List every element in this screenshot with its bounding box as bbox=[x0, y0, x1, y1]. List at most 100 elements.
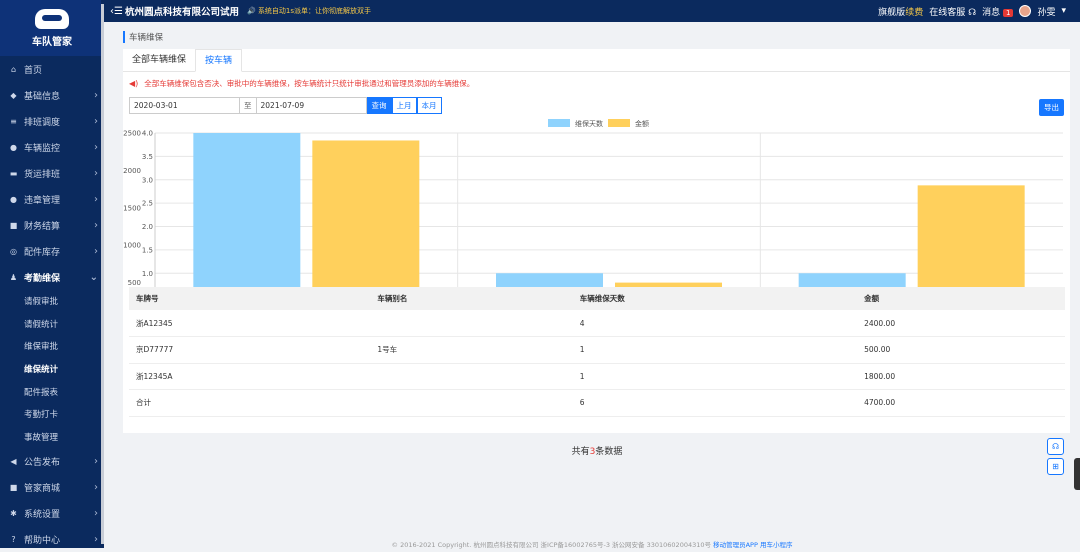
avatar[interactable] bbox=[1019, 5, 1032, 17]
sidebar-item[interactable]: ? 帮助中心 › bbox=[0, 526, 104, 552]
sidebar-item-label: 基础信息 bbox=[24, 91, 61, 102]
date-filter: 至 查询 上月 本月 bbox=[129, 97, 1070, 114]
bar-amount bbox=[917, 185, 1025, 288]
chevron-right-icon: › bbox=[94, 533, 98, 545]
sidebar-subitem[interactable]: 配件报表 bbox=[24, 387, 59, 398]
to-label: 至 bbox=[240, 97, 256, 114]
record-count: 共有3条数据 bbox=[0, 444, 1080, 457]
user-name[interactable]: 孙雯 bbox=[1037, 7, 1056, 18]
messages-button[interactable]: 消息 1 bbox=[982, 5, 1014, 18]
headset-float-icon[interactable]: ☊ bbox=[1047, 438, 1064, 455]
cart-icon: ■ bbox=[9, 482, 18, 492]
column-header[interactable]: 金额 bbox=[857, 287, 1065, 310]
settings-icon: ✱ bbox=[10, 508, 17, 518]
sidebar-item[interactable]: ● 违章管理 › bbox=[0, 186, 104, 212]
left-axis-tick-label: 1000 bbox=[123, 242, 141, 250]
sidebar-subitem[interactable]: 维保统计 bbox=[24, 365, 59, 376]
sidebar-item[interactable]: ⌂ 首页 bbox=[0, 56, 104, 82]
breadcrumb: 车辆维保 bbox=[123, 31, 163, 43]
column-header[interactable]: 车辆维保天数 bbox=[572, 287, 858, 310]
sidebar-item-label: 车辆监控 bbox=[24, 143, 61, 154]
table-cell: 1 bbox=[572, 336, 858, 364]
sidebar-item[interactable]: ✱ 系统设置 › bbox=[0, 500, 104, 526]
column-header[interactable]: 车牌号 bbox=[129, 287, 371, 310]
right-axis-tick-label: 3.0 bbox=[142, 176, 153, 184]
warning-icon: ● bbox=[10, 194, 17, 204]
sidebar-subitem[interactable]: 请假统计 bbox=[24, 319, 59, 330]
online-service-button[interactable]: 在线客服 ☊ bbox=[929, 5, 976, 18]
gear-icon: ◎ bbox=[10, 246, 17, 256]
legend-label: 金额 bbox=[635, 119, 649, 128]
left-axis-tick-label: 2000 bbox=[123, 167, 141, 175]
bar-amount bbox=[615, 282, 722, 288]
sidebar-item[interactable]: ◎ 配件库存 › bbox=[0, 238, 104, 264]
content-card: 全部车辆维保 按车辆 ◀) 全部车辆维保包含否决、审批中的车辆维保，按车辆统计只… bbox=[123, 49, 1070, 433]
side-handle[interactable] bbox=[1074, 458, 1080, 490]
legend-swatch bbox=[548, 119, 570, 127]
legend-label: 维保天数 bbox=[575, 119, 603, 128]
table-cell: 500.00 bbox=[857, 336, 1065, 364]
sidebar-item[interactable]: ≡ 排班调度 › bbox=[0, 108, 104, 134]
tab-by-vehicle[interactable]: 按车辆 bbox=[195, 49, 243, 72]
table-cell: 4 bbox=[572, 310, 858, 337]
renew-link[interactable]: 续费 bbox=[905, 7, 924, 18]
left-axis-tick-label: 2500 bbox=[123, 130, 141, 138]
table-row: 合计 6 4700.00 bbox=[129, 389, 1065, 417]
company-name: 杭州圆点科技有限公司试用 bbox=[124, 7, 239, 18]
notice-text: 🔊 系统自动1s派单：让你彻底解放双手 bbox=[246, 7, 372, 15]
mini-program-link[interactable]: 用车小程序 bbox=[759, 541, 793, 549]
start-date-input[interactable] bbox=[129, 97, 240, 114]
this-month-button[interactable]: 本月 bbox=[416, 97, 442, 114]
sidebar-subitem[interactable]: 考勤打卡 bbox=[24, 410, 59, 421]
app-logo[interactable]: 车队管家 bbox=[0, 0, 104, 56]
sidebar-item[interactable]: ▬ 货运排班 › bbox=[0, 160, 104, 186]
table-cell: 合计 bbox=[129, 389, 371, 417]
record-count-number: 3 bbox=[589, 447, 596, 457]
sidebar-item-label: 排班调度 bbox=[24, 117, 61, 128]
wallet-icon: ■ bbox=[9, 220, 18, 230]
sidebar-subitem[interactable]: 维保审批 bbox=[24, 342, 59, 353]
sidebar-item-label: 首页 bbox=[24, 65, 43, 76]
messages-label: 消息 bbox=[982, 7, 1001, 18]
sidebar-item[interactable]: ■ 管家商城 › bbox=[0, 474, 104, 500]
back-menu-icon[interactable]: ‹☰ bbox=[110, 5, 123, 17]
sidebar-item-label: 货运排班 bbox=[24, 169, 61, 180]
sidebar: 车队管家 ⌂ 首页 ◆ 基础信息 › ≡ 排班调度 › ● 车辆监控 › ▬ 货运排班 › ● 违章管理 › ■ 财… bbox=[0, 0, 104, 548]
export-button[interactable]: 导出 bbox=[1039, 99, 1064, 116]
sidebar-item[interactable]: ♟ 考勤维保 ⌄ bbox=[0, 264, 104, 290]
chevron-right-icon: › bbox=[94, 193, 98, 205]
sidebar-item-label: 公告发布 bbox=[24, 457, 61, 468]
app-name: 车队管家 bbox=[32, 36, 72, 48]
sidebar-subitem[interactable]: 事故管理 bbox=[24, 432, 59, 443]
table-cell: 4700.00 bbox=[857, 389, 1065, 417]
tab-all-maintenance[interactable]: 全部车辆维保 bbox=[132, 55, 187, 65]
chevron-right-icon: › bbox=[94, 481, 98, 493]
sidebar-item[interactable]: ◆ 基础信息 › bbox=[0, 82, 104, 108]
sidebar-subitem[interactable]: 请假审批 bbox=[24, 297, 59, 308]
scrollbar-thumb[interactable] bbox=[101, 4, 104, 544]
table-cell bbox=[370, 363, 573, 390]
end-date-input[interactable] bbox=[255, 97, 367, 114]
sidebar-item-label: 违章管理 bbox=[24, 195, 61, 206]
table-cell: 1号车 bbox=[370, 336, 573, 364]
sidebar-scrollbar[interactable] bbox=[101, 0, 104, 548]
table-cell: 1 bbox=[572, 363, 858, 390]
last-month-button[interactable]: 上月 bbox=[391, 97, 417, 114]
sidebar-item[interactable]: ● 车辆监控 › bbox=[0, 134, 104, 160]
qrcode-float-icon[interactable]: ⊞ bbox=[1047, 458, 1064, 475]
record-count-suffix: 条数据 bbox=[595, 447, 623, 457]
chevron-down-icon[interactable]: ▾ bbox=[1061, 6, 1066, 16]
bar-days bbox=[193, 133, 301, 288]
top-bar: ‹☰ 杭州圆点科技有限公司试用 🔊 系统自动1s派单：让你彻底解放双手 旗舰版续… bbox=[104, 0, 1080, 22]
table-cell bbox=[370, 310, 573, 337]
query-button[interactable]: 查询 bbox=[366, 97, 392, 114]
sidebar-item-label: 系统设置 bbox=[24, 509, 61, 520]
right-axis-tick-label: 3.5 bbox=[142, 153, 153, 161]
sidebar-item[interactable]: ■ 财务结算 › bbox=[0, 212, 104, 238]
admin-app-link[interactable]: 移动管理员APP bbox=[713, 541, 758, 549]
sidebar-item[interactable]: ◀ 公告发布 › bbox=[0, 448, 104, 474]
sidebar-item-label: 财务结算 bbox=[24, 221, 61, 232]
table-cell: 2400.00 bbox=[857, 310, 1065, 337]
column-header[interactable]: 车辆别名 bbox=[370, 287, 573, 310]
legend-swatch bbox=[608, 119, 630, 127]
